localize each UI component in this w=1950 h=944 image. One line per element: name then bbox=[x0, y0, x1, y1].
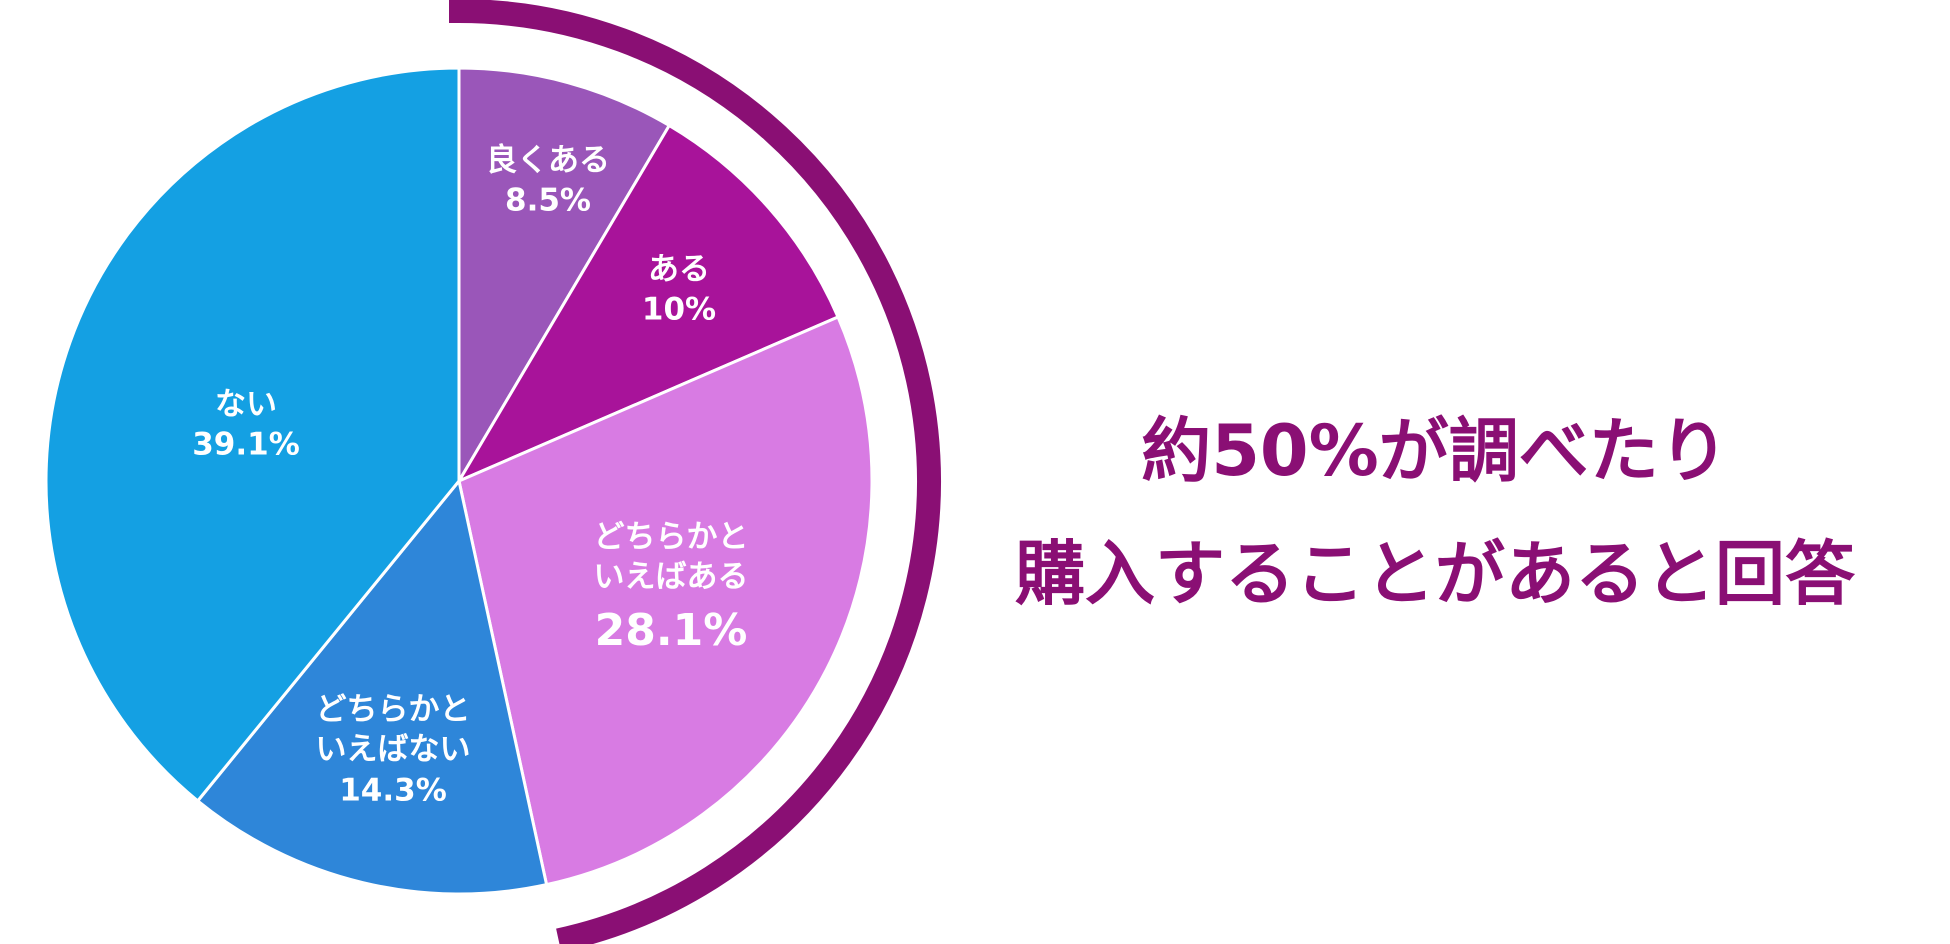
category-label: どちらかといえばない bbox=[315, 691, 471, 768]
pie-slice bbox=[44, 66, 461, 803]
annotation: 約50%が調べたり bbox=[1141, 410, 1729, 492]
value-label: 28.1% bbox=[594, 604, 748, 656]
value-label: 14.3% bbox=[339, 772, 447, 809]
annotation: 購入することがあると回答 bbox=[1015, 533, 1855, 615]
category-label: 良くある bbox=[486, 142, 610, 179]
pie-slice bbox=[195, 477, 549, 896]
highlight-arc bbox=[449, 0, 941, 944]
slice-label: ない 39.1% bbox=[192, 385, 300, 466]
value-label: 10% bbox=[641, 292, 717, 328]
slice-label: ある 10% bbox=[642, 250, 716, 331]
value-label: 39.1% bbox=[192, 427, 300, 463]
pie-slice bbox=[457, 66, 672, 487]
value-label: 8.5% bbox=[505, 183, 591, 219]
category-label: ある bbox=[647, 251, 710, 288]
category-label: どちらかといえばある bbox=[593, 519, 749, 596]
slice-label: どちらかといえばある 28.1% bbox=[589, 517, 753, 659]
slice-label: 良くある 8.5% bbox=[486, 141, 610, 222]
pie-slice bbox=[455, 123, 841, 485]
pie-slice bbox=[457, 315, 874, 887]
slice-label: どちらかといえばない 14.3% bbox=[311, 690, 475, 811]
category-label: ない bbox=[214, 386, 277, 423]
